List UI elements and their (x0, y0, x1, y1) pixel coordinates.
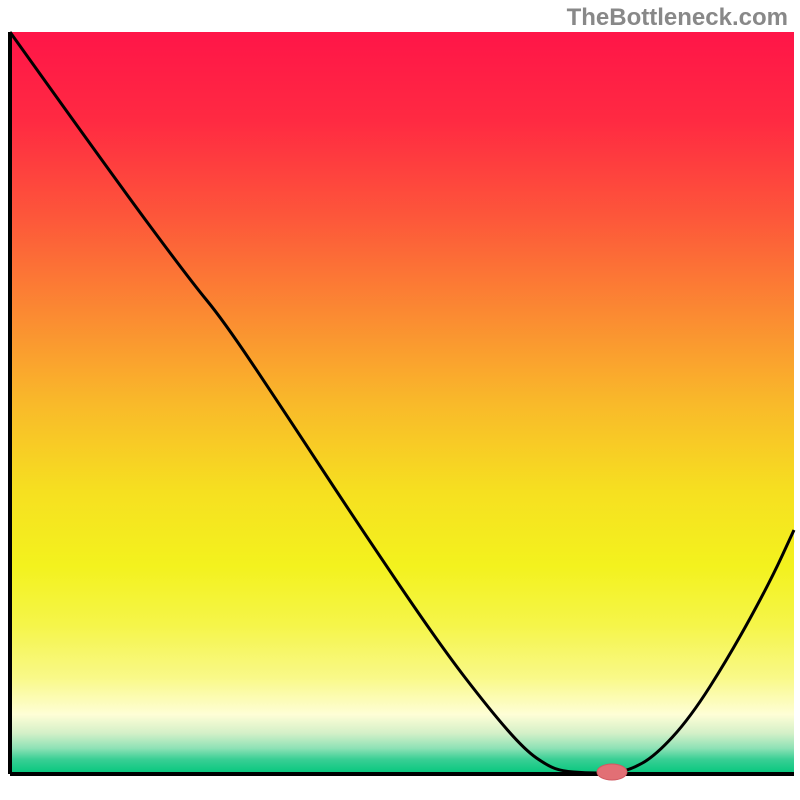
bottleneck-chart (0, 0, 800, 800)
optimal-marker (597, 764, 627, 780)
chart-background (10, 32, 794, 774)
watermark-text: TheBottleneck.com (567, 4, 788, 32)
